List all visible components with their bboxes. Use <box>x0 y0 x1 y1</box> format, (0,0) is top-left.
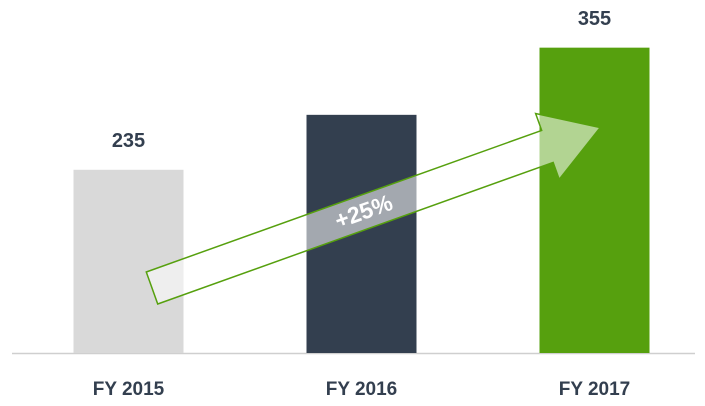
x-tick-label: FY 2015 <box>93 379 165 400</box>
x-tick-label: FY 2016 <box>326 379 397 400</box>
bar <box>539 47 650 353</box>
growth-arrow: +25% <box>145 112 602 305</box>
value-label: 355 <box>578 8 611 30</box>
value-label: 235 <box>112 130 145 152</box>
x-tick-label: FY 2017 <box>559 379 630 400</box>
arrow-shape <box>145 112 602 305</box>
bar <box>73 169 184 353</box>
